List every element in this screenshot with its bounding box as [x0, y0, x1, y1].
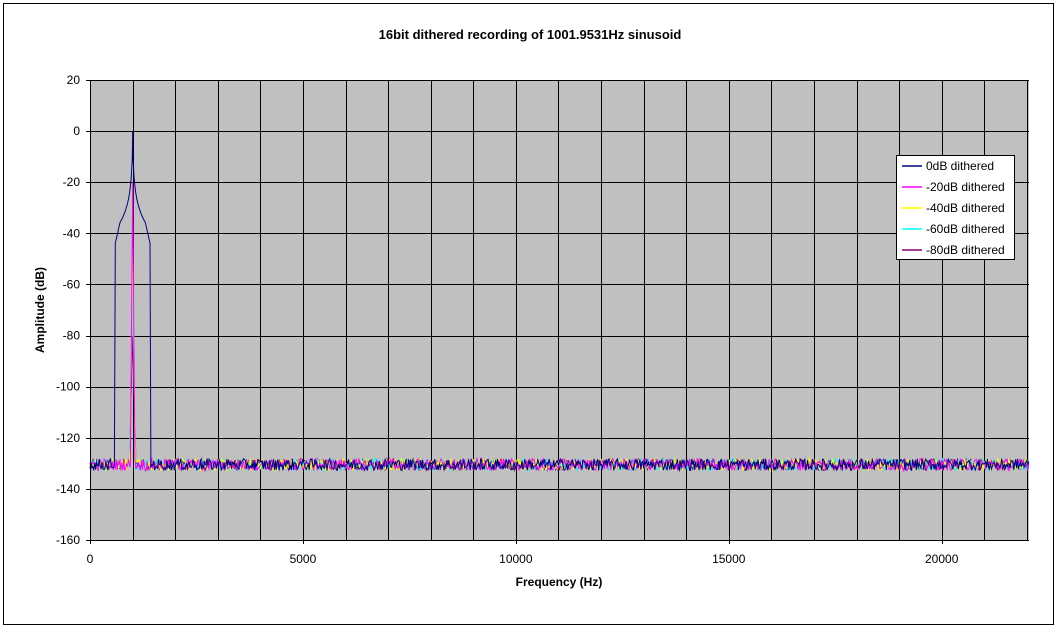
y-tick-label: -80: [63, 329, 81, 343]
y-tick-label: 20: [67, 73, 81, 87]
series-line-0: [89, 131, 1030, 473]
axes: [86, 80, 1029, 544]
legend-label: 0dB dithered: [926, 159, 994, 173]
x-tick-label: 15000: [712, 552, 746, 566]
x-tick-label: 10000: [499, 552, 533, 566]
y-tick-label: 0: [73, 124, 80, 138]
chart-title: 16bit dithered recording of 1001.9531Hz …: [379, 27, 682, 42]
plot-area: [90, 80, 1029, 540]
y-tick-label: -160: [56, 533, 80, 547]
x-tick-label: 20000: [925, 552, 959, 566]
y-tick-label: -100: [56, 380, 80, 394]
y-tick-label: -140: [56, 482, 80, 496]
x-tick-label: 0: [87, 552, 94, 566]
legend-label: -20dB dithered: [926, 180, 1005, 194]
y-axis-label: Amplitude (dB): [33, 267, 47, 353]
x-tick-labels: 0 5000 10000 15000 20000: [87, 552, 959, 566]
legend-label: -40dB dithered: [926, 201, 1005, 215]
y-tick-label: -120: [56, 431, 80, 445]
series-layer: [89, 131, 1030, 473]
y-tick-label: -60: [63, 277, 81, 291]
legend-label: -60dB dithered: [926, 222, 1005, 236]
x-tick-label: 5000: [290, 552, 317, 566]
x-axis-label: Frequency (Hz): [516, 575, 603, 589]
y-tick-labels: 20 0 -20 -40 -60 -80 -100 -120 -140 -160: [56, 73, 80, 547]
y-tick-label: -20: [63, 175, 81, 189]
legend-label: -80dB dithered: [926, 243, 1005, 257]
legend: 0dB dithered -20dB dithered -40dB dithered…: [896, 155, 1015, 260]
y-tick-label: -40: [63, 226, 81, 240]
